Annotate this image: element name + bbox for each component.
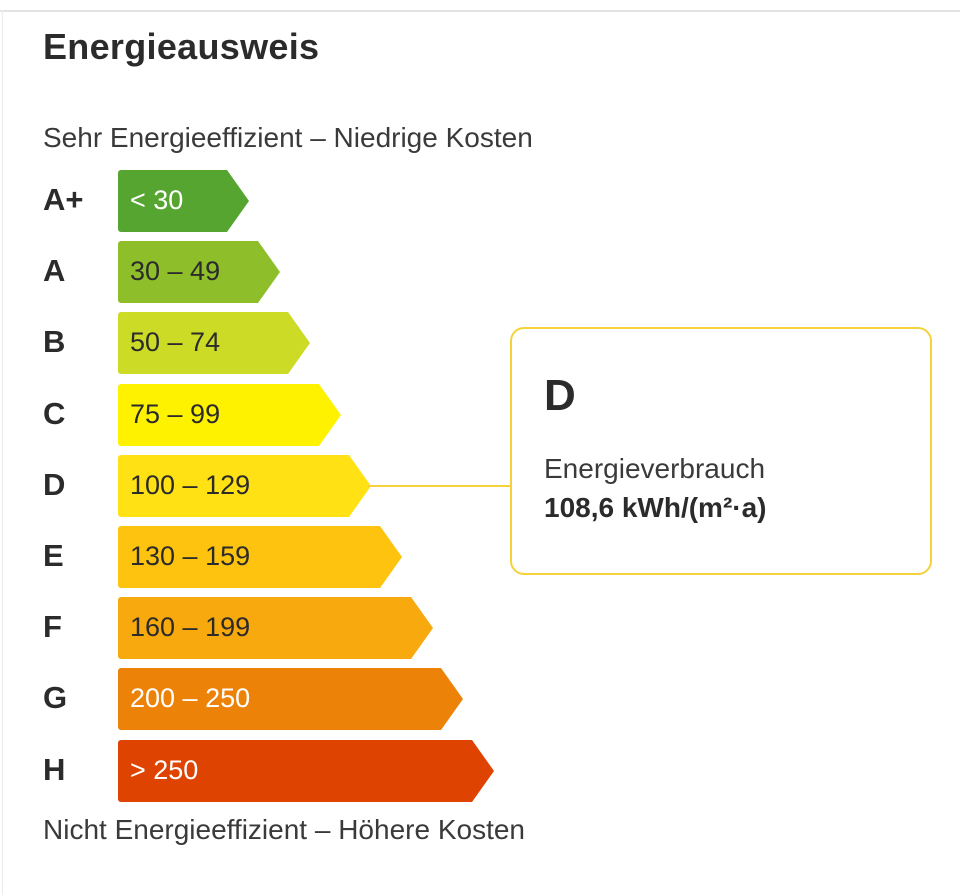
energy-class-bar: 130 – 159: [118, 526, 402, 588]
energy-class-range: 160 – 199: [130, 612, 251, 642]
energy-class-range: 30 – 49: [130, 256, 221, 286]
result-value: 108,6 kWh/(m²·a): [544, 492, 767, 523]
energy-class-bar: 200 – 250: [118, 668, 463, 730]
energy-class-letter: G: [43, 680, 68, 715]
energy-class-range: 200 – 250: [130, 683, 251, 713]
energy-class-letter: C: [43, 396, 66, 431]
energy-result-card: D Energieverbrauch 108,6 kWh/(m²·a): [510, 327, 932, 575]
energy-class-bar: 30 – 49: [118, 241, 280, 303]
energy-class-letter: B: [43, 324, 66, 359]
energy-class-bar: 100 – 129: [118, 455, 371, 517]
energy-class-range: 100 – 129: [130, 470, 251, 500]
top-divider: [0, 10, 960, 12]
energy-class-letter: A: [43, 253, 66, 288]
energy-class-range: 50 – 74: [130, 327, 221, 357]
energy-class-letter: F: [43, 609, 62, 644]
energy-class-range: > 250: [130, 755, 199, 785]
energy-class-bar: < 30: [118, 170, 249, 232]
result-class-letter: D: [544, 371, 576, 420]
energy-class-bar: > 250: [118, 740, 494, 802]
energy-class-bar: 75 – 99: [118, 384, 341, 446]
energy-class-letter: E: [43, 538, 64, 573]
energy-class-range: 75 – 99: [130, 399, 221, 429]
energy-class-letter: A+: [43, 182, 84, 217]
energy-class-letter: H: [43, 752, 66, 787]
result-label: Energieverbrauch: [544, 453, 766, 484]
energy-class-range: < 30: [130, 185, 184, 215]
section-title: Energieausweis: [43, 26, 320, 67]
energy-class-bar: 160 – 199: [118, 597, 433, 659]
energy-class-range: 130 – 159: [130, 541, 251, 571]
result-connector-line: [368, 485, 511, 487]
scale-caption-inefficient: Nicht Energieeffizient – Höhere Kosten: [43, 814, 525, 845]
energy-class-letter: D: [43, 467, 66, 502]
left-divider: [2, 10, 3, 895]
energy-class-bar: 50 – 74: [118, 312, 310, 374]
scale-caption-efficient: Sehr Energieeffizient – Niedrige Kosten: [43, 122, 533, 153]
